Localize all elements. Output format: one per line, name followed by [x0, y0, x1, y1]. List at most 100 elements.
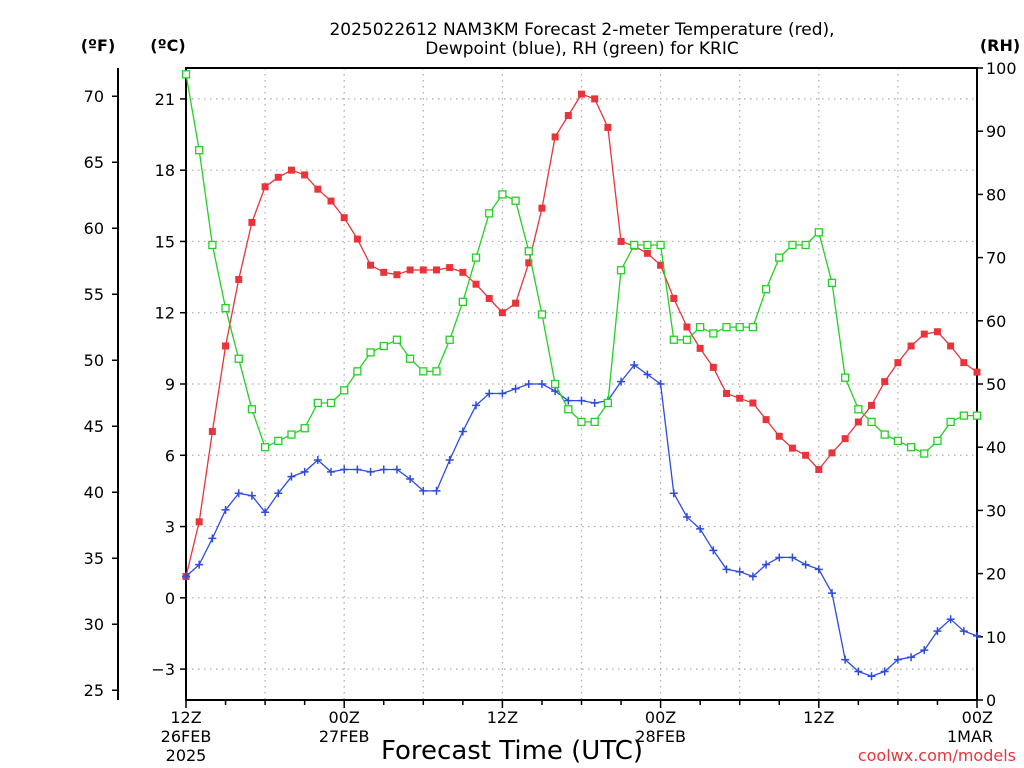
rh-point [577, 417, 586, 427]
x-axis-label: Forecast Time (UTC) [381, 736, 643, 766]
time-tick-label: 12Z [803, 708, 834, 727]
dewpoint-point [511, 384, 520, 393]
dewpoint-point [946, 615, 955, 624]
rh-point [590, 417, 599, 427]
rh-point [643, 240, 652, 250]
dewpoint-point [682, 513, 691, 522]
rh-point [326, 398, 336, 408]
dewpoint-point [762, 560, 771, 569]
celsius-tick-label: 6 [165, 446, 175, 465]
temperature-point [235, 275, 243, 283]
rh-point [550, 379, 560, 389]
fahrenheit-tick-label: 50 [84, 351, 104, 370]
dewpoint-point [788, 553, 797, 562]
temperature-point [591, 95, 599, 103]
temperature-point [762, 416, 770, 424]
dewpoint-point [959, 627, 968, 636]
temperature-point [248, 218, 256, 226]
dewpoint-point [907, 653, 916, 662]
temperature-point [854, 418, 862, 426]
chart-title-line-2: Dewpoint (blue), RH (green) for KRIC [425, 39, 738, 59]
temperature-point [222, 342, 230, 350]
rh-tick-label: 10 [986, 628, 1006, 647]
temperature-point [485, 294, 493, 302]
time-tick-label: 00Z [329, 708, 360, 727]
rh-point [366, 348, 375, 357]
rh-point [709, 329, 718, 338]
temperature-line [185, 93, 978, 577]
temperature-point [380, 268, 388, 276]
celsius-tick-label: 0 [165, 589, 175, 608]
temperature-point [775, 432, 783, 440]
dewpoint-point [221, 505, 230, 514]
time-date-label: 26FEB [161, 727, 212, 746]
rh-point [735, 322, 744, 332]
dewpoint-point [195, 560, 204, 569]
rh-point [920, 449, 929, 458]
temperature-point [367, 261, 375, 269]
dewpoint-point [287, 472, 296, 481]
dewpoint-point [472, 401, 481, 410]
celsius-tick-label: 21 [155, 90, 175, 109]
rh-point [524, 247, 533, 256]
temperature-point [301, 171, 309, 179]
temperature-point [195, 518, 203, 526]
rh-point [603, 398, 613, 408]
rh-point [959, 411, 968, 420]
dewpoint-point [353, 465, 362, 474]
time-date-label: 27FEB [319, 727, 370, 746]
dewpoint-point [656, 380, 665, 388]
dewpoint-point [261, 508, 270, 517]
temperature-point [709, 363, 717, 371]
dewpoint-point [748, 572, 757, 581]
dewpoint-point [801, 560, 810, 569]
dewpoint-point [537, 380, 546, 388]
rh-point [669, 335, 678, 344]
dewpoint-point [445, 456, 454, 465]
dewpoint-point [274, 489, 283, 498]
rh-point [405, 354, 415, 363]
rh-tick-label: 40 [986, 438, 1006, 457]
temperature-point [643, 249, 651, 257]
time-tick-label: 12Z [487, 708, 518, 727]
rh-point [841, 373, 850, 382]
dewpoint-point [893, 655, 902, 664]
rh-point [616, 266, 626, 275]
rh-point [906, 443, 916, 452]
temperature-point [960, 359, 968, 367]
time-tick-label: 00Z [645, 708, 676, 727]
temperature-point [512, 299, 520, 307]
rh-tick-label: 0 [986, 691, 996, 710]
dewpoint-point [722, 565, 731, 574]
fahrenheit-axis: 25 30 35 40 45 50 55 60 65 70 [84, 87, 118, 700]
temperature-point [525, 259, 533, 267]
temperature-point [670, 294, 678, 302]
dewpoint-point [340, 465, 349, 474]
rh-point [761, 285, 771, 294]
temperature-point [920, 330, 928, 338]
temperature-point [551, 133, 559, 141]
temperature-point [446, 264, 454, 272]
dewpoint-point [854, 667, 863, 676]
celsius-tick-label: −3 [151, 660, 175, 679]
rh-point [234, 354, 243, 363]
temperature-point [788, 444, 796, 452]
rh-point [893, 436, 903, 446]
dewpoint-point [867, 672, 876, 681]
rh-point [208, 240, 217, 250]
rh-point [854, 405, 863, 414]
temperature-point [432, 266, 440, 274]
dewpoint-point [933, 627, 942, 636]
dewpoint-point [182, 572, 190, 581]
dewpoint-point [366, 467, 375, 476]
rh-point [419, 367, 428, 376]
temperature-point [894, 359, 902, 367]
temperature-point [604, 123, 612, 131]
rh-tick-label: 20 [986, 565, 1006, 584]
chart-title-line-1: 2025022612 NAM3KM Forecast 2-meter Tempe… [329, 20, 834, 40]
celsius-tick-label: 3 [165, 518, 175, 537]
grid-lines [186, 68, 977, 700]
fahrenheit-tick-label: 30 [84, 615, 104, 634]
